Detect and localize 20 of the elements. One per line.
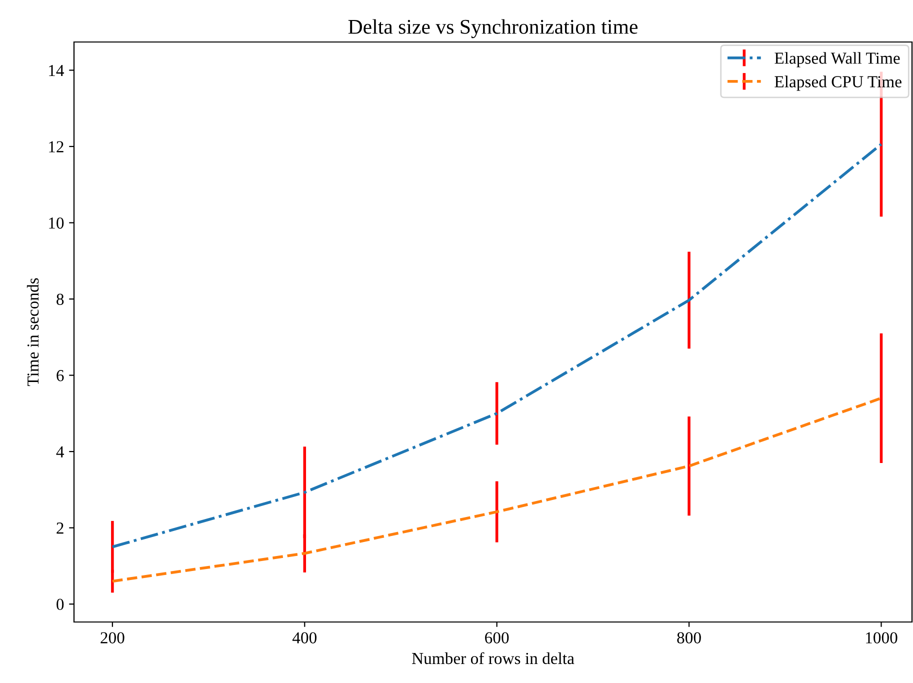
legend-label: Elapsed Wall Time [774,52,900,68]
y-tick-label: 14 [49,65,64,76]
chart-title: Delta size vs Synchronization time [348,19,638,38]
y-tick-label: 10 [49,217,64,229]
x-axis-title: Number of rows in delta [412,652,574,664]
x-tick-label: 600 [485,632,509,644]
x-tick-label: 400 [292,632,317,644]
x-tick-label: 200 [100,632,124,644]
line-series [111,396,883,583]
y-tick-label: 12 [49,141,64,152]
y-tick-label: 4 [56,446,64,458]
x-tick-label: 1000 [866,632,898,644]
y-tick-label: 0 [56,598,64,610]
y-tick-label: 6 [56,370,64,382]
y-tick-label: 8 [56,294,64,305]
y-axis-title: Time in seconds [26,278,39,386]
x-tick-label: 800 [677,632,701,644]
line-series [111,142,883,548]
legend-label: Elapsed CPU Time [774,76,902,91]
y-tick-label: 2 [56,522,64,534]
